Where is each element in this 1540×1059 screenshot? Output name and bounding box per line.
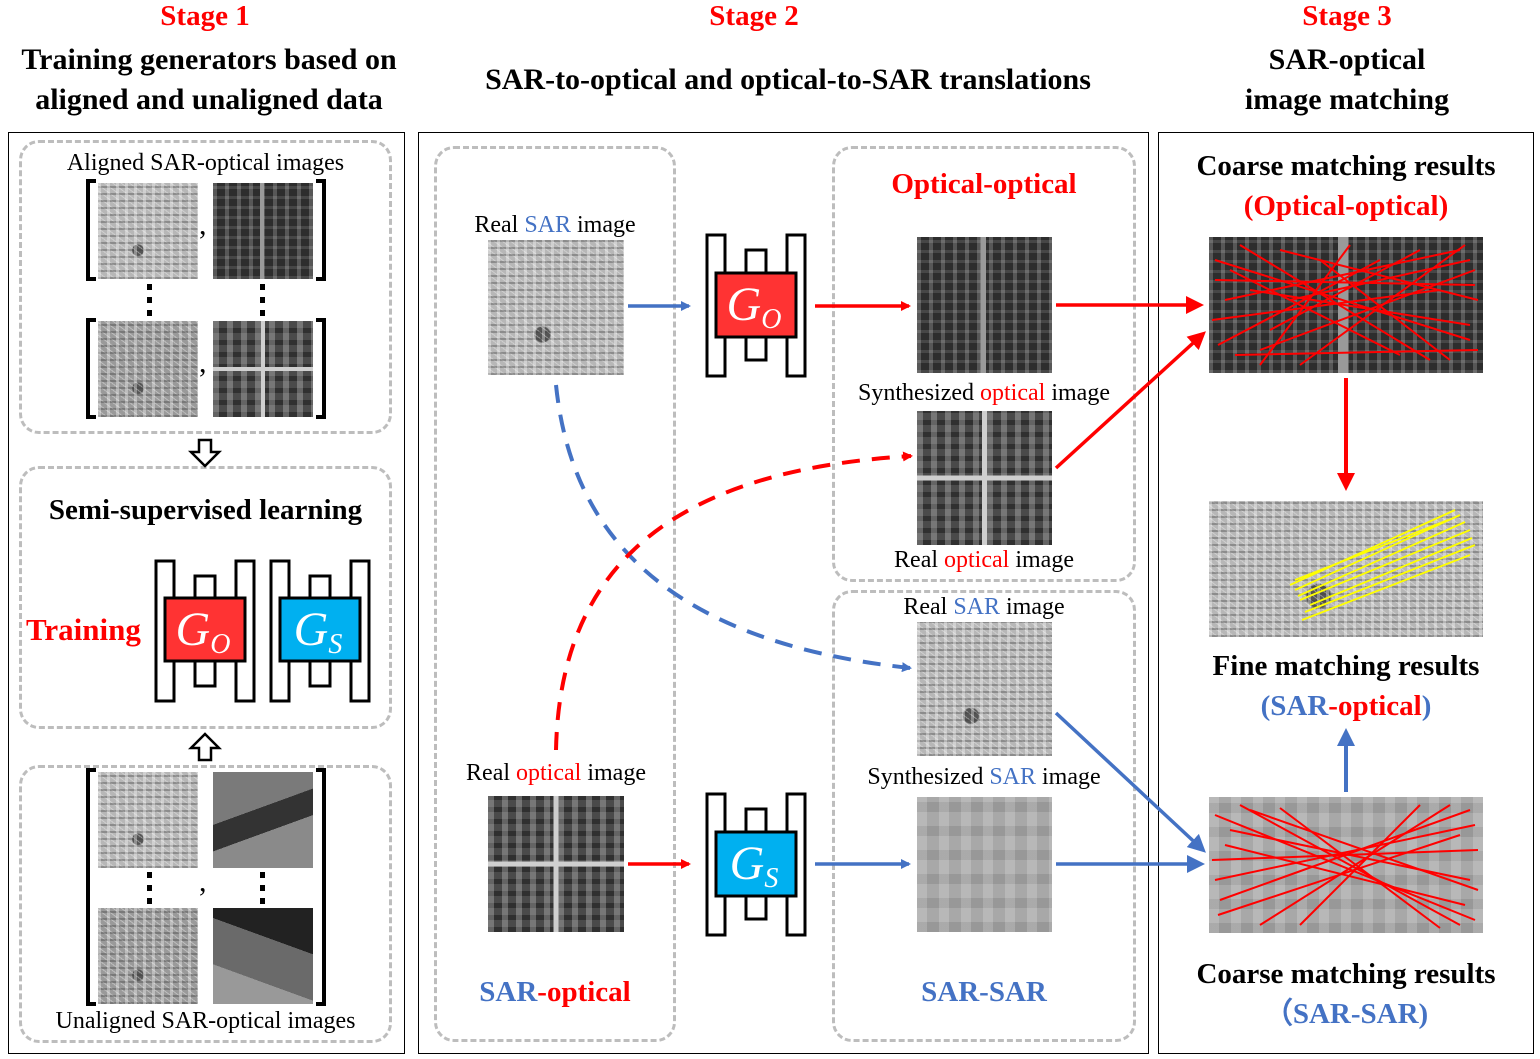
- unaligned-box: [19, 765, 392, 1043]
- fine-line1: Fine matching results: [1212, 650, 1480, 682]
- aligned-box: [19, 140, 392, 434]
- semi-supervised-box: [19, 466, 392, 729]
- unaligned-sar-image-1: [98, 772, 198, 868]
- coarse-top-line1: Coarse matching results: [1196, 150, 1496, 182]
- stage1-heading-line1: Training generators based on: [21, 43, 397, 76]
- real-optical-label-right: Real optical image: [894, 547, 1074, 573]
- unaligned-sar-image-2: [98, 908, 198, 1004]
- real-optical-label-bottom: Real optical image: [466, 760, 646, 786]
- stage3-heading: SAR-optical image matching: [1160, 40, 1534, 120]
- stage1-panel: [8, 132, 405, 1054]
- aligned-optical-image-1: [213, 183, 313, 279]
- unaligned-optical-image-2: [213, 908, 313, 1004]
- generator-gs-stage1: GS: [269, 559, 371, 703]
- coarse-sar-sar-image: [1209, 797, 1483, 933]
- stage2-heading: SAR-to-optical and optical-to-SAR transl…: [485, 63, 1091, 96]
- fine-match-lines: [1289, 509, 1476, 621]
- dashed-arrow-sar-to-real-sar: [554, 384, 912, 673]
- up-hollow-arrow: [187, 732, 223, 762]
- stage2-panel: [418, 132, 1149, 1054]
- sar-optical-footer: SAR-optical: [479, 976, 631, 1008]
- sar-sar-box: [832, 590, 1136, 1042]
- arrow-real-optical-to-coarse: [1054, 331, 1206, 470]
- generator-go-stage1: GO: [154, 559, 256, 703]
- stage3-heading-line1: SAR-optical: [1268, 43, 1426, 76]
- synthesized-sar-image: [917, 797, 1052, 932]
- aligned-label: Aligned SAR-optical images: [66, 150, 345, 176]
- aligned-sar-image-2: [98, 321, 198, 417]
- stage3-heading-line2: image matching: [1244, 83, 1450, 116]
- stage1-title: Stage 1: [160, 0, 250, 32]
- stage2-title: Stage 2: [709, 0, 799, 32]
- down-hollow-arrow: [187, 438, 223, 468]
- fine-line2: (SAR-optical): [1260, 690, 1432, 722]
- stage3-title: Stage 3: [1302, 0, 1392, 32]
- unaligned-ellipsis: [147, 872, 265, 904]
- coarse-optical-match-lines: [1211, 244, 1479, 366]
- coarse-bottom-line1: Coarse matching results: [1196, 958, 1496, 990]
- unaligned-optical-image-1: [213, 772, 313, 868]
- synthesized-sar-label: Synthesized SAR image: [867, 764, 1101, 790]
- unaligned-brackets: [86, 768, 326, 1006]
- generator-go-stage2: GO: [705, 233, 807, 378]
- stage1-heading-line2: aligned and unaligned data: [35, 83, 383, 116]
- stage3-panel: [1158, 132, 1534, 1054]
- coarse-bottom-line2: （SAR-SAR): [1263, 998, 1429, 1030]
- stage1-heading: Training generators based on aligned and…: [0, 40, 418, 120]
- real-sar-image-right: [917, 622, 1052, 756]
- comma: ,: [199, 346, 207, 379]
- real-optical-image-right: [917, 411, 1052, 545]
- training-label: Training: [26, 612, 141, 647]
- optical-optical-box: [832, 146, 1136, 582]
- real-sar-label-right: Real SAR image: [903, 594, 1065, 620]
- fine-caption: Fine matching results (SAR-optical): [1158, 646, 1534, 726]
- arrow-real-sar-to-coarse-sar: [1054, 711, 1206, 853]
- real-sar-image-top: [488, 240, 624, 375]
- optical-optical-title: Optical-optical: [891, 168, 1077, 200]
- aligned-ellipsis: [147, 284, 265, 316]
- semi-supervised-title: Semi-supervised learning: [48, 494, 363, 526]
- real-sar-label-top: Real SAR image: [474, 212, 636, 238]
- dashed-arrow-optical-to-real-optical: [554, 451, 913, 751]
- comma: ,: [199, 208, 207, 241]
- coarse-bottom-caption: Coarse matching results （SAR-SAR): [1158, 954, 1534, 1034]
- generator-gs-stage2: GS: [705, 792, 807, 937]
- synthesized-optical-label: Synthesized optical image: [858, 380, 1110, 406]
- aligned-optical-image-2: [213, 321, 313, 417]
- synthesized-optical-image: [917, 237, 1052, 373]
- comma: ,: [199, 865, 207, 898]
- real-optical-image-bottom: [488, 796, 624, 932]
- aligned-brackets: [86, 179, 326, 419]
- coarse-sar-match-lines: [1211, 804, 1479, 929]
- sar-sar-footer: SAR-SAR: [921, 976, 1047, 1008]
- coarse-top-caption: Coarse matching results (Optical-optical…: [1158, 146, 1534, 226]
- unaligned-label: Unaligned SAR-optical images: [55, 1008, 356, 1034]
- coarse-top-line2: (Optical-optical): [1243, 190, 1449, 222]
- aligned-sar-image-1: [98, 183, 198, 279]
